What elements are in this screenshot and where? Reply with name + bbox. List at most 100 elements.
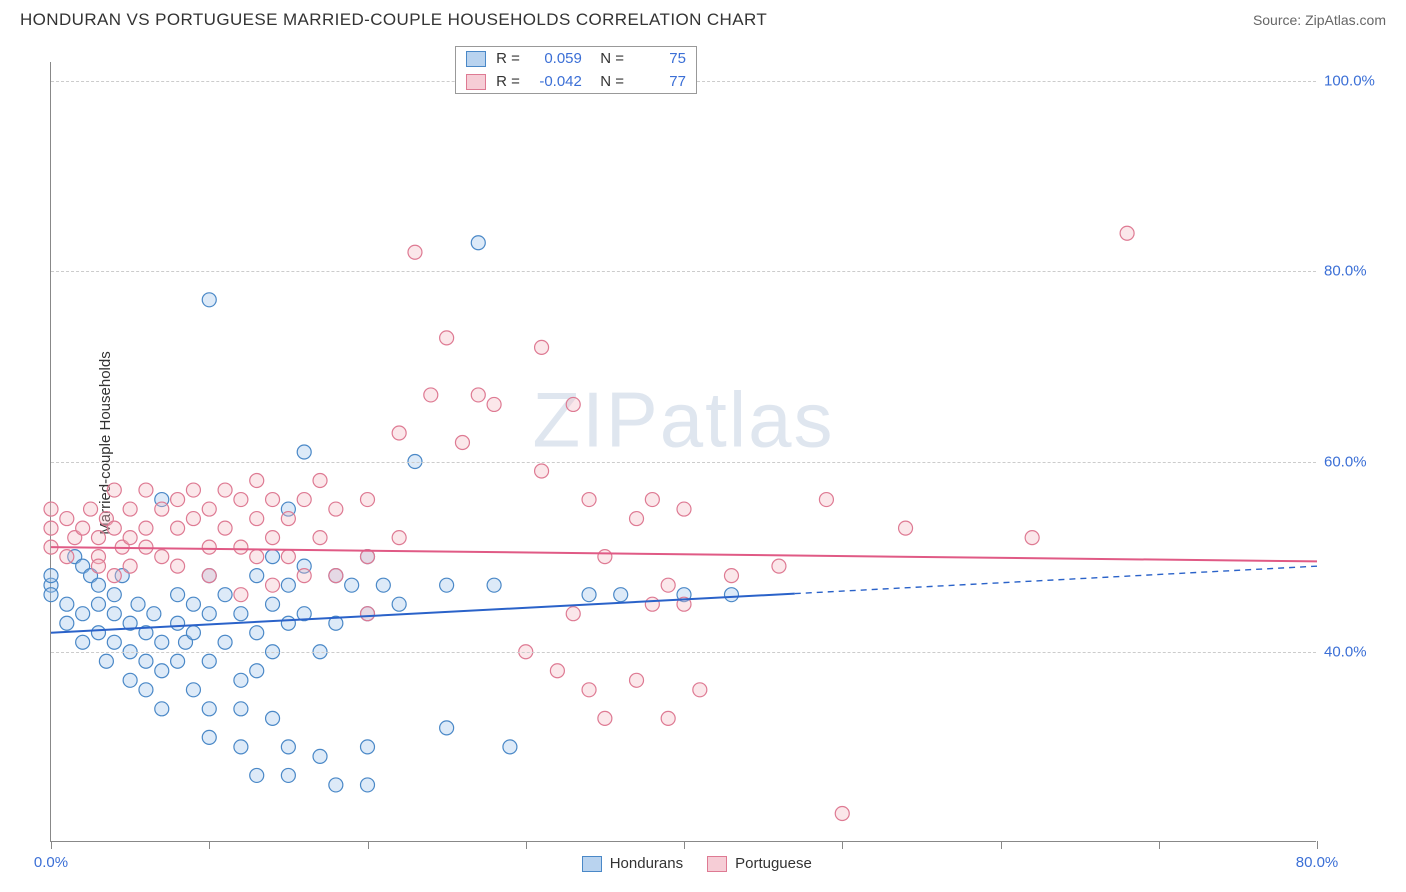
stats-row: R =-0.042 N =77 <box>456 70 696 93</box>
data-point <box>582 493 596 507</box>
y-tick-label: 40.0% <box>1324 643 1388 660</box>
data-point <box>630 512 644 526</box>
data-point <box>91 531 105 545</box>
x-tick-label: 80.0% <box>1296 854 1339 871</box>
data-point <box>60 597 74 611</box>
x-tick <box>209 841 210 849</box>
n-label: N = <box>592 50 624 67</box>
data-point <box>345 578 359 592</box>
data-point <box>155 635 169 649</box>
data-point <box>266 578 280 592</box>
data-point <box>487 578 501 592</box>
legend-item: Portuguese <box>707 855 812 872</box>
data-point <box>598 550 612 564</box>
data-point <box>234 740 248 754</box>
data-point <box>835 806 849 820</box>
data-point <box>392 426 406 440</box>
data-point <box>250 768 264 782</box>
data-point <box>186 597 200 611</box>
data-point <box>361 778 375 792</box>
data-point <box>819 493 833 507</box>
data-point <box>107 635 121 649</box>
legend-swatch <box>707 856 727 872</box>
data-point <box>281 616 295 630</box>
data-point <box>234 607 248 621</box>
data-point <box>91 578 105 592</box>
data-point <box>91 626 105 640</box>
data-point <box>329 502 343 516</box>
n-label: N = <box>592 73 624 90</box>
data-point <box>202 607 216 621</box>
data-point <box>724 569 738 583</box>
data-point <box>107 569 121 583</box>
data-point <box>266 550 280 564</box>
data-point <box>139 683 153 697</box>
data-point <box>281 578 295 592</box>
data-point <box>250 474 264 488</box>
data-point <box>139 540 153 554</box>
data-point <box>598 711 612 725</box>
data-point <box>313 531 327 545</box>
data-point <box>281 550 295 564</box>
data-point <box>139 483 153 497</box>
data-point <box>266 711 280 725</box>
gridline <box>51 652 1316 653</box>
series-swatch <box>466 74 486 90</box>
data-point <box>123 502 137 516</box>
data-point <box>234 702 248 716</box>
legend-label: Portuguese <box>735 855 812 872</box>
data-point <box>139 654 153 668</box>
data-point <box>1025 531 1039 545</box>
chart-title: HONDURAN VS PORTUGUESE MARRIED-COUPLE HO… <box>20 10 767 30</box>
data-point <box>361 607 375 621</box>
data-point <box>772 559 786 573</box>
data-point <box>99 654 113 668</box>
data-point <box>202 569 216 583</box>
data-point <box>84 502 98 516</box>
data-point <box>677 502 691 516</box>
data-point <box>76 635 90 649</box>
data-point <box>661 711 675 725</box>
data-point <box>186 483 200 497</box>
data-point <box>155 502 169 516</box>
data-point <box>171 559 185 573</box>
legend-swatch <box>582 856 602 872</box>
data-point <box>171 521 185 535</box>
data-point <box>503 740 517 754</box>
data-point <box>645 493 659 507</box>
data-point <box>266 493 280 507</box>
data-point <box>297 493 311 507</box>
data-point <box>155 664 169 678</box>
data-point <box>313 474 327 488</box>
data-point <box>202 293 216 307</box>
data-point <box>1120 226 1134 240</box>
data-point <box>107 521 121 535</box>
data-point <box>281 512 295 526</box>
data-point <box>218 635 232 649</box>
data-point <box>582 683 596 697</box>
data-point <box>186 626 200 640</box>
data-point <box>131 597 145 611</box>
data-point <box>186 512 200 526</box>
data-point <box>550 664 564 678</box>
x-tick <box>1159 841 1160 849</box>
data-point <box>107 607 121 621</box>
data-point <box>535 340 549 354</box>
data-point <box>281 768 295 782</box>
data-point <box>424 388 438 402</box>
data-point <box>91 597 105 611</box>
n-value: 75 <box>634 50 686 67</box>
data-point <box>218 483 232 497</box>
r-label: R = <box>496 73 520 90</box>
n-value: 77 <box>634 73 686 90</box>
data-point <box>329 778 343 792</box>
data-point <box>155 550 169 564</box>
data-point <box>471 388 485 402</box>
data-point <box>297 445 311 459</box>
data-point <box>171 588 185 602</box>
legend-item: Hondurans <box>582 855 683 872</box>
data-point <box>186 683 200 697</box>
data-point <box>250 626 264 640</box>
data-point <box>123 531 137 545</box>
data-point <box>535 464 549 478</box>
